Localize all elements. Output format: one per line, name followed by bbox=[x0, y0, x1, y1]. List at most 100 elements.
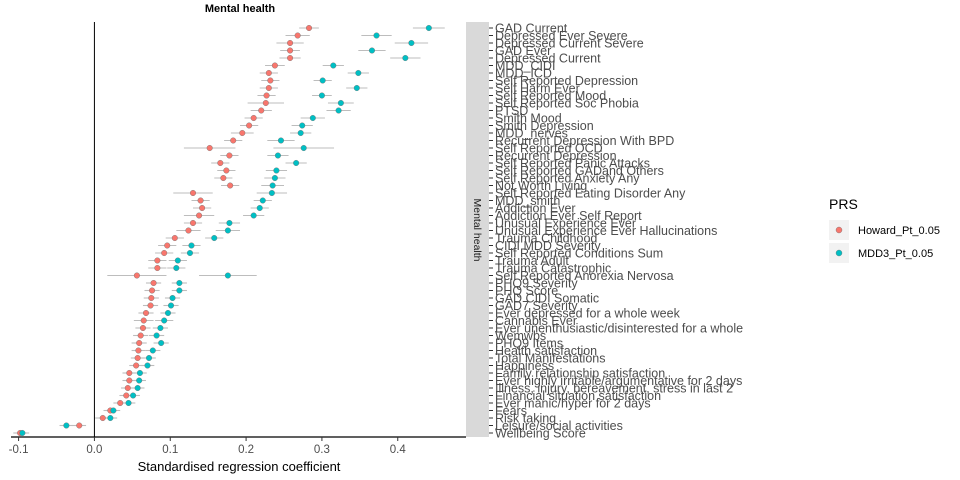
data-point bbox=[250, 114, 257, 121]
y-tick-label: Wemwbs bbox=[495, 329, 546, 343]
data-point bbox=[271, 174, 278, 181]
data-point bbox=[117, 400, 124, 407]
y-tick-label: Family relationship satisfaction bbox=[495, 367, 665, 381]
y-tick-label: Smith Depression bbox=[495, 119, 594, 133]
data-point bbox=[134, 355, 141, 362]
legend: PRS Howard_Pt_0.05 MDD3_Pt_0.05 bbox=[829, 196, 940, 263]
data-point bbox=[107, 415, 114, 422]
data-point bbox=[154, 257, 161, 264]
legend-marker bbox=[835, 226, 843, 234]
y-tick-label: Fears bbox=[495, 404, 527, 418]
y-tick-label: Self Reported Mood bbox=[495, 89, 606, 103]
y-tick-label: Self Reported Depression bbox=[495, 74, 638, 88]
x-tick-label: 0.3 bbox=[314, 444, 330, 456]
y-tick-label: MDD_nerves bbox=[495, 127, 568, 141]
data-point bbox=[173, 265, 180, 272]
data-point bbox=[224, 227, 231, 234]
data-point bbox=[273, 167, 280, 174]
data-point bbox=[355, 69, 362, 76]
data-point bbox=[267, 77, 274, 84]
data-point bbox=[319, 77, 326, 84]
y-tick-label: Smith Mood bbox=[495, 112, 562, 126]
data-point bbox=[144, 362, 151, 369]
y-tick-label: Self Reported OCD bbox=[495, 142, 603, 156]
data-point bbox=[299, 122, 306, 129]
data-point bbox=[136, 340, 143, 347]
data-point bbox=[259, 197, 266, 204]
data-point bbox=[220, 174, 227, 181]
data-point bbox=[176, 287, 183, 294]
data-point bbox=[164, 242, 171, 249]
data-point bbox=[197, 197, 204, 204]
y-tick-label: Unusual Experience Ever Hallucinations bbox=[495, 224, 717, 238]
y-tick-label: Cannabis Ever bbox=[495, 314, 577, 328]
data-point bbox=[258, 107, 265, 114]
y-tick-label: Ever manic/hyper for 2 days bbox=[495, 397, 651, 411]
data-point bbox=[287, 40, 294, 47]
data-point bbox=[136, 377, 143, 384]
y-tick-label: Depressed Current bbox=[495, 52, 601, 66]
data-point bbox=[287, 47, 294, 54]
data-point bbox=[262, 99, 269, 106]
y-tick-label: Self Reported Conditions Sum bbox=[495, 247, 663, 261]
data-point bbox=[287, 55, 294, 62]
data-point bbox=[149, 347, 156, 354]
data-point bbox=[139, 325, 146, 332]
y-tick-label: Total Manifestations bbox=[495, 352, 605, 366]
data-point bbox=[425, 25, 432, 32]
y-tick-label: Self Reported Eating Disorder Any bbox=[495, 187, 686, 201]
plot-title: Mental health bbox=[205, 3, 276, 15]
y-tick-label: GAD CIDI Somatic bbox=[495, 292, 599, 306]
x-tick-label: 0.0 bbox=[86, 444, 102, 456]
data-point bbox=[125, 400, 132, 407]
x-tick-label: 0.1 bbox=[162, 444, 178, 456]
data-point bbox=[169, 295, 176, 302]
plot-panel bbox=[13, 22, 445, 437]
data-point bbox=[153, 332, 160, 339]
y-tick-label: Wellbeing Score bbox=[495, 427, 586, 441]
legend-label: Howard_Pt_0.05 bbox=[858, 225, 940, 237]
data-point bbox=[126, 377, 133, 384]
data-point bbox=[223, 167, 230, 174]
data-point bbox=[188, 242, 195, 249]
y-tick-label: PHQ9 Severity bbox=[495, 277, 578, 291]
data-point bbox=[164, 310, 171, 317]
x-tick-label: 0.2 bbox=[238, 444, 254, 456]
data-point bbox=[140, 317, 147, 324]
data-point bbox=[134, 385, 141, 392]
data-point bbox=[185, 227, 192, 234]
facet-strip-label: Mental health bbox=[471, 198, 483, 261]
data-point bbox=[146, 355, 153, 362]
y-tick-label: Self Harm Ever bbox=[495, 82, 580, 96]
legend-label: MDD3_Pt_0.05 bbox=[858, 248, 933, 260]
data-point bbox=[206, 144, 213, 151]
data-point bbox=[126, 370, 133, 377]
data-point bbox=[335, 107, 342, 114]
data-point bbox=[133, 272, 140, 279]
y-tick-label: Self Reported Anxiety Any bbox=[495, 172, 640, 186]
data-point bbox=[133, 362, 140, 369]
data-point bbox=[63, 422, 70, 429]
y-tick-label: Not Worth Living bbox=[495, 179, 587, 193]
data-point bbox=[110, 407, 117, 414]
y-tick-label: Recurrent Depression bbox=[495, 149, 617, 163]
data-point bbox=[268, 189, 275, 196]
x-axis-ticks: -0.1 0.0 0.1 0.2 0.3 0.4 bbox=[9, 437, 406, 456]
data-point bbox=[186, 249, 193, 256]
data-point bbox=[224, 272, 231, 279]
y-tick-label: Illness, injury, bereavement, stress in … bbox=[495, 382, 733, 396]
facet-strip bbox=[466, 22, 489, 437]
data-point bbox=[124, 385, 131, 392]
data-point bbox=[158, 340, 165, 347]
y-tick-label: PHQ Score bbox=[495, 284, 558, 298]
data-point bbox=[300, 144, 307, 151]
data-point bbox=[174, 257, 181, 264]
y-tick-label: Trauma Catastrophic bbox=[495, 262, 611, 276]
data-point bbox=[76, 422, 83, 429]
x-axis-title: Standardised regression coefficient bbox=[138, 459, 341, 474]
data-point bbox=[168, 302, 175, 309]
y-tick-label: Self Reported GADand Others bbox=[495, 164, 664, 178]
data-point bbox=[250, 212, 257, 219]
y-tick-label: Depressed Current Severe bbox=[495, 37, 644, 51]
data-point bbox=[199, 204, 206, 211]
